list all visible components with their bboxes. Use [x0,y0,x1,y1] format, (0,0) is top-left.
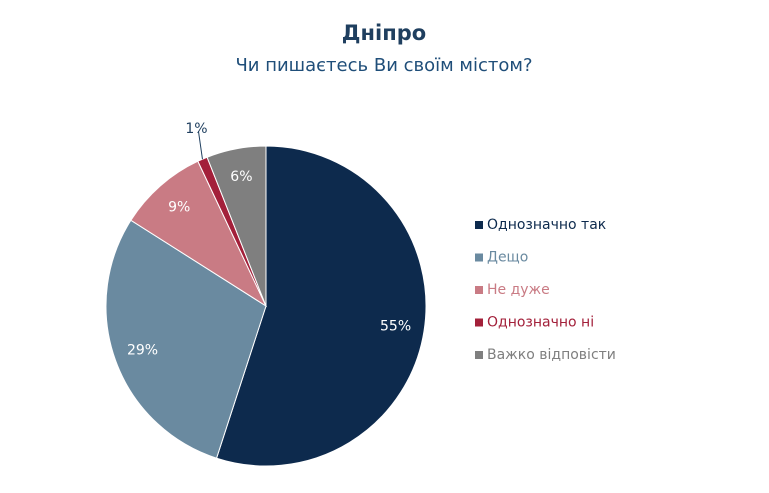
pie-slice [105,219,267,459]
pie-slice [130,160,268,308]
legend-marker [475,318,483,327]
leader-line [197,131,203,160]
legend-label: Дещо [487,250,528,266]
legend-marker [475,221,483,229]
chart-title: Дніпро [342,21,426,45]
data-label: 55% [380,319,411,335]
legend-label: Важко відповісти [487,347,616,363]
legend-marker [475,286,483,294]
pie-slice [215,145,427,467]
legend-label: Не дуже [487,282,550,298]
legend-label: Однозначно так [487,217,606,233]
legend-label: Однозначно ні [487,315,594,331]
pie-slice [206,145,267,307]
legend-marker [475,253,483,262]
data-label: 9% [168,200,190,216]
chart-subtitle: Чи пишаєтесь Ви своїм містом? [235,55,532,76]
data-label: 1% [185,121,207,137]
data-label: 6% [230,169,252,185]
data-label: 29% [127,342,158,358]
legend-marker [475,351,483,359]
